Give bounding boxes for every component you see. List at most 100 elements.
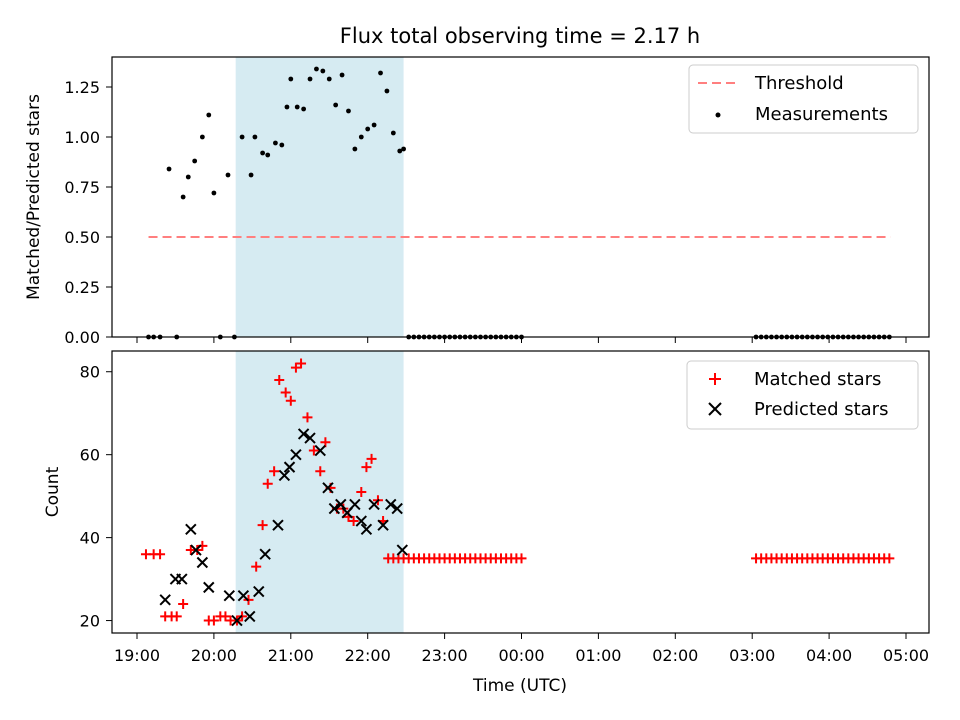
measurement-point bbox=[378, 70, 383, 76]
measurement-point bbox=[273, 140, 278, 146]
matched-stars-points bbox=[140, 358, 895, 626]
predicted-stars-points bbox=[159, 428, 409, 627]
bottom-x-tick-label: 23:00 bbox=[422, 646, 468, 665]
measurement-point bbox=[284, 104, 290, 110]
bottom-x-axis-ticks: 19:00 20:00 21:00 22:00 23:00 00:00 01:00 02:00… bbox=[114, 633, 929, 665]
top-legend: Threshold Measurements bbox=[688, 64, 919, 134]
bottom-panel: 20 40 60 80 19:00 20:00 21:00 22:00 23:00 00:00 0… bbox=[43, 350, 930, 696]
top-y-axis-label: Matched/Predicted stars bbox=[24, 94, 44, 300]
predicted-star-point bbox=[349, 498, 361, 511]
measurement-point bbox=[180, 194, 186, 200]
matched-star-point bbox=[220, 611, 231, 622]
top-panel: 0.00 0.25 0.50 0.75 1.00 1.25 Matched/Predict… bbox=[24, 56, 930, 347]
top-y-tick-label: 0.00 bbox=[64, 328, 100, 347]
matched-star-point bbox=[257, 520, 268, 531]
matched-star-point bbox=[516, 553, 527, 564]
matched-star-point bbox=[361, 462, 372, 473]
measurement-point bbox=[248, 172, 254, 178]
measurement-point bbox=[252, 134, 258, 140]
bottom-legend-box bbox=[686, 360, 919, 430]
predicted-star-point bbox=[244, 610, 256, 623]
measurement-point bbox=[365, 126, 371, 132]
matched-star-point bbox=[315, 466, 326, 477]
predicted-star-point bbox=[360, 523, 373, 536]
measurement-point bbox=[333, 102, 339, 108]
legend-matched-label: Matched stars bbox=[754, 369, 881, 390]
legend-measurement-label: Measurements bbox=[755, 104, 888, 125]
measurement-point bbox=[192, 158, 198, 164]
measurement-point bbox=[339, 72, 345, 78]
legend-measurement-swatch bbox=[715, 112, 721, 118]
matched-star-point bbox=[366, 453, 377, 464]
matched-star-point bbox=[251, 561, 262, 572]
measurement-point bbox=[401, 146, 406, 152]
measurement-point bbox=[294, 104, 300, 110]
predicted-star-point bbox=[304, 432, 316, 444]
top-y-tick-label: 1.25 bbox=[64, 78, 100, 97]
measurement-point bbox=[320, 68, 326, 74]
measurement-point bbox=[307, 76, 313, 82]
matched-star-point bbox=[269, 466, 280, 477]
predicted-star-point bbox=[355, 515, 367, 527]
bottom-y-axis-ticks: 20 40 60 80 bbox=[80, 363, 112, 631]
predicted-star-point bbox=[231, 614, 243, 627]
measurement-point bbox=[265, 152, 271, 158]
predicted-star-point bbox=[328, 502, 341, 515]
matched-star-point bbox=[262, 478, 273, 489]
matched-star-point bbox=[356, 487, 367, 497]
predicted-star-point bbox=[159, 594, 171, 606]
predicted-star-point bbox=[259, 548, 271, 560]
predicted-star-point bbox=[253, 585, 265, 598]
measurement-point bbox=[279, 142, 285, 148]
measurement-point bbox=[199, 134, 205, 140]
measurement-point bbox=[358, 134, 364, 140]
predicted-star-point bbox=[185, 523, 197, 536]
predicted-star-point bbox=[297, 428, 310, 440]
bottom-plot-frame bbox=[111, 350, 930, 634]
matched-star-point bbox=[296, 358, 307, 369]
measurement-point bbox=[288, 76, 294, 82]
measurement-point bbox=[314, 66, 319, 72]
measurement-point bbox=[166, 166, 172, 172]
legend-predicted-swatch bbox=[708, 402, 722, 416]
measurement-point bbox=[326, 76, 332, 82]
matched-star-point bbox=[274, 375, 285, 386]
bottom-y-tick-label: 80 bbox=[80, 363, 100, 382]
predicted-star-point bbox=[391, 502, 403, 515]
top-plot-frame bbox=[111, 56, 930, 338]
bottom-x-tick-label: 22:00 bbox=[345, 646, 391, 665]
bottom-x-tick-label: 03:00 bbox=[729, 646, 775, 665]
predicted-star-point bbox=[322, 482, 334, 494]
figure-title: Flux total observing time = 2.17 h bbox=[340, 24, 700, 48]
predicted-star-point bbox=[196, 556, 209, 569]
predicted-star-point bbox=[368, 498, 380, 511]
predicted-star-point bbox=[385, 498, 397, 511]
predicted-star-point bbox=[272, 519, 284, 531]
predicted-star-point bbox=[335, 498, 347, 511]
measurement-point bbox=[390, 130, 396, 136]
matched-star-point bbox=[308, 445, 319, 456]
matched-star-point bbox=[348, 516, 359, 527]
bottom-x-tick-label: 19:00 bbox=[114, 646, 160, 665]
top-shaded-interval bbox=[235, 57, 404, 337]
matched-star-point bbox=[280, 387, 291, 398]
bottom-x-tick-label: 01:00 bbox=[575, 646, 621, 665]
top-y-tick-label: 1.00 bbox=[64, 128, 100, 147]
matched-star-point bbox=[208, 615, 219, 626]
bottom-y-tick-label: 60 bbox=[80, 446, 100, 465]
bottom-shaded-interval bbox=[235, 351, 404, 633]
legend-threshold-label: Threshold bbox=[754, 73, 844, 94]
matched-star-point bbox=[290, 362, 301, 373]
bottom-y-axis-label: Count bbox=[43, 466, 63, 517]
legend-predicted-label: Predicted stars bbox=[754, 399, 888, 420]
measurement-point bbox=[301, 106, 307, 112]
top-legend-box bbox=[688, 64, 919, 134]
bottom-x-tick-label: 04:00 bbox=[806, 646, 852, 665]
bottom-y-tick-label: 20 bbox=[80, 612, 100, 631]
predicted-star-point bbox=[314, 444, 326, 457]
matched-star-point bbox=[178, 598, 189, 609]
matched-star-point bbox=[285, 395, 296, 406]
top-x-axis-ticks bbox=[136, 337, 907, 343]
measurement-point bbox=[239, 134, 245, 140]
